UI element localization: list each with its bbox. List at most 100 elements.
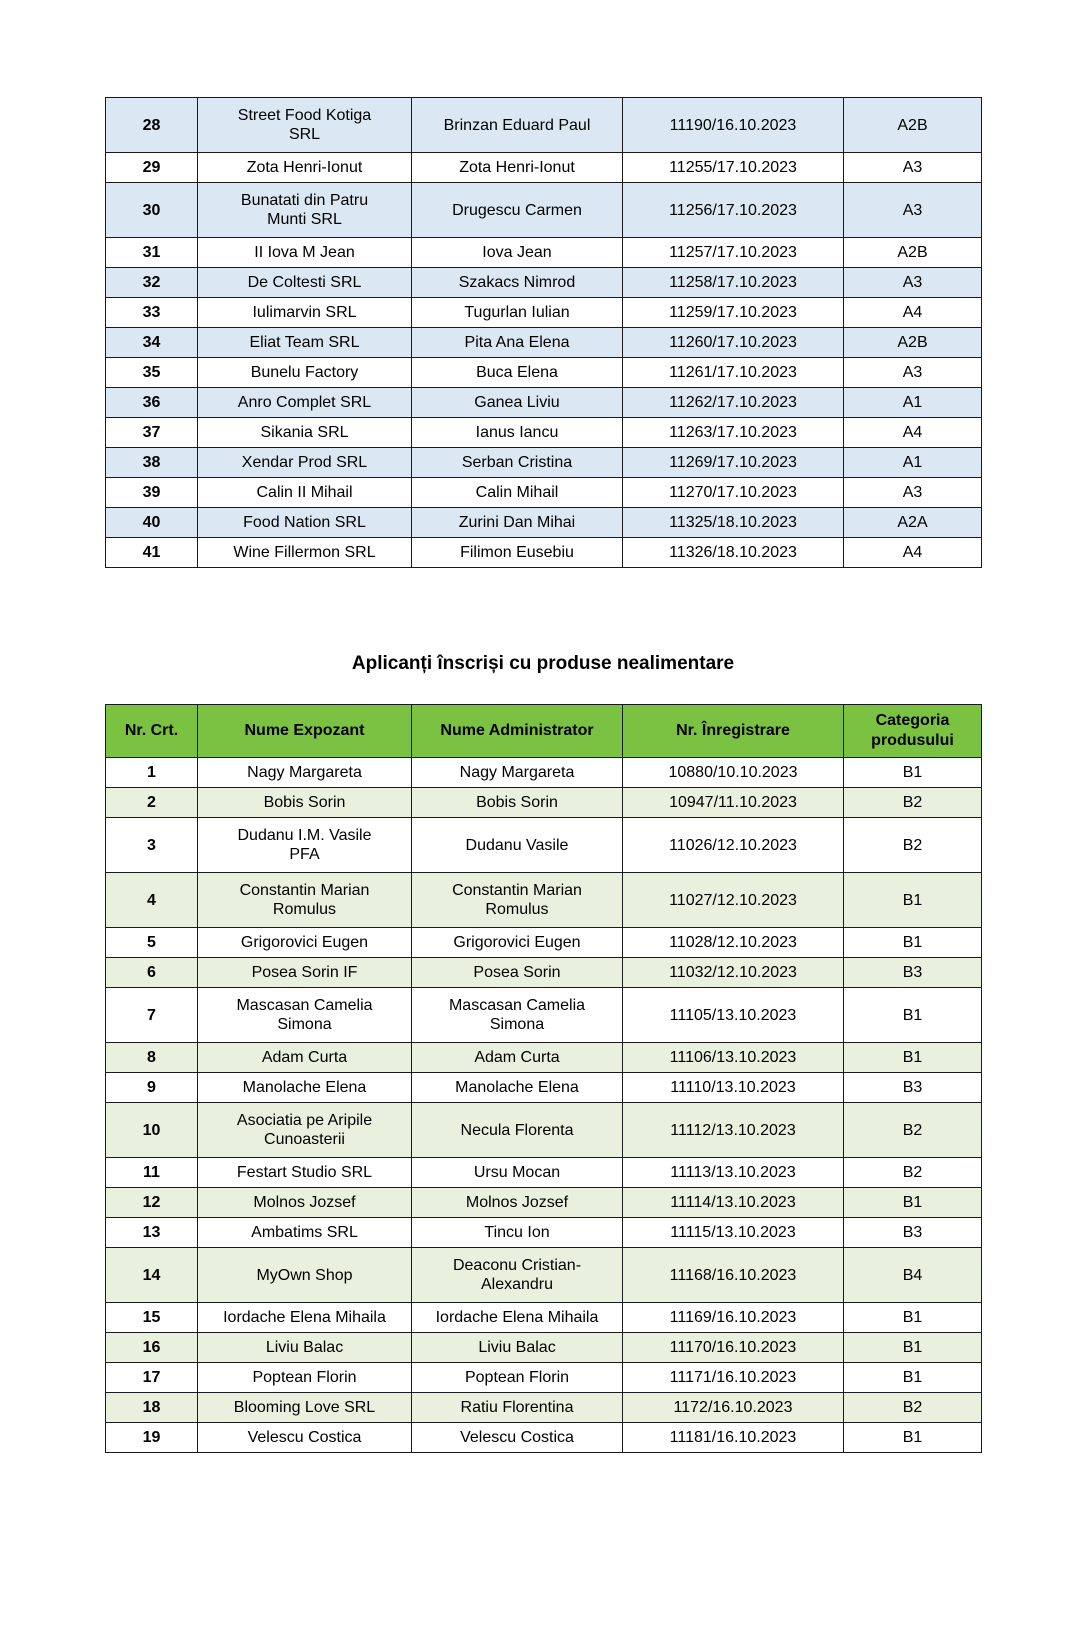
- table-row: 31 II Iova M Jean Iova Jean 11257/17.10.202…: [105, 237, 982, 268]
- cell-nr: 33: [105, 297, 198, 328]
- cell-nr: 6: [105, 957, 198, 988]
- cell-administrator: Calin Mihail: [411, 477, 623, 508]
- table-row: 33 Iulimarvin SRL Tugurlan Iulian 11259/17.…: [105, 297, 982, 328]
- cell-expozant: Xendar Prod SRL: [197, 447, 412, 478]
- cell-inregistrare: 11259/17.10.2023: [622, 297, 844, 328]
- table-row: 34 Eliat Team SRL Pita Ana Elena 11260/17.1…: [105, 327, 982, 358]
- cell-inregistrare: 11326/18.10.2023: [622, 537, 844, 568]
- cell-expozant: Bunelu Factory: [197, 357, 412, 388]
- cell-categoria: B3: [843, 1217, 982, 1248]
- cell-inregistrare: 11106/13.10.2023: [622, 1042, 844, 1073]
- cell-inregistrare: 11115/13.10.2023: [622, 1217, 844, 1248]
- cell-categoria: B2: [843, 1392, 982, 1423]
- cell-categoria: A2B: [843, 327, 982, 358]
- cell-nr: 4: [105, 872, 198, 928]
- table-row: 9 Manolache Elena Manolache Elena 11110/13.…: [105, 1072, 982, 1103]
- cell-categoria: B2: [843, 787, 982, 818]
- cell-administrator: Pita Ana Elena: [411, 327, 623, 358]
- table-row: 39 Calin II Mihail Calin Mihail 11270/17.10…: [105, 477, 982, 508]
- cell-administrator: Mascasan Camelia Simona: [411, 987, 623, 1043]
- cell-expozant: Ambatims SRL: [197, 1217, 412, 1248]
- cell-nr: 12: [105, 1187, 198, 1218]
- cell-administrator: Manolache Elena: [411, 1072, 623, 1103]
- header-categoria-produsului: Categoria produsului: [843, 704, 982, 758]
- cell-expozant: Festart Studio SRL: [197, 1157, 412, 1188]
- table-row: 19 Velescu Costica Velescu Costica 11181/16…: [105, 1422, 982, 1453]
- cell-nr: 19: [105, 1422, 198, 1453]
- table-row: 3 Dudanu I.M. Vasile PFA Dudanu Vasile 1102…: [105, 817, 982, 873]
- cell-expozant: MyOwn Shop: [197, 1247, 412, 1303]
- cell-administrator: Constantin Marian Romulus: [411, 872, 623, 928]
- cell-nr: 30: [105, 182, 198, 238]
- table-row: 4 Constantin Marian Romulus Constantin Mar…: [105, 872, 982, 928]
- cell-nr: 8: [105, 1042, 198, 1073]
- header-nr-crt: Nr. Crt.: [105, 704, 198, 758]
- cell-nr: 31: [105, 237, 198, 268]
- cell-nr: 32: [105, 267, 198, 298]
- cell-categoria: A4: [843, 537, 982, 568]
- cell-inregistrare: 11028/12.10.2023: [622, 927, 844, 958]
- cell-administrator: Liviu Balac: [411, 1332, 623, 1363]
- cell-administrator: Iova Jean: [411, 237, 623, 268]
- table-row: 13 Ambatims SRL Tincu Ion 11115/13.10.2023 B…: [105, 1217, 982, 1248]
- cell-administrator: Necula Florenta: [411, 1102, 623, 1158]
- cell-categoria: A2A: [843, 507, 982, 538]
- cell-inregistrare: 11325/18.10.2023: [622, 507, 844, 538]
- cell-expozant: Calin II Mihail: [197, 477, 412, 508]
- cell-categoria: A3: [843, 477, 982, 508]
- cell-categoria: B1: [843, 987, 982, 1043]
- cell-nr: 3: [105, 817, 198, 873]
- table-row: 28 Street Food Kotiga SRL Brinzan Eduard P…: [105, 97, 982, 153]
- header-nume-administrator: Nume Administrator: [411, 704, 623, 758]
- cell-expozant: Nagy Margareta: [197, 757, 412, 788]
- cell-inregistrare: 11032/12.10.2023: [622, 957, 844, 988]
- cell-nr: 13: [105, 1217, 198, 1248]
- cell-expozant: Iordache Elena Mihaila: [197, 1302, 412, 1333]
- table-row: 10 Asociatia pe Aripile Cunoasterii Necula…: [105, 1102, 982, 1158]
- cell-nr: 1: [105, 757, 198, 788]
- cell-categoria: A4: [843, 417, 982, 448]
- cell-categoria: A4: [843, 297, 982, 328]
- nonfood-applicants-table: Nr. Crt. Nume Expozant Nume Administrato…: [105, 704, 982, 1453]
- cell-nr: 39: [105, 477, 198, 508]
- cell-nr: 18: [105, 1392, 198, 1423]
- cell-nr: 7: [105, 987, 198, 1043]
- cell-administrator: Drugescu Carmen: [411, 182, 623, 238]
- cell-categoria: B1: [843, 1362, 982, 1393]
- cell-categoria: A1: [843, 387, 982, 418]
- table-row: 2 Bobis Sorin Bobis Sorin 10947/11.10.2023 B…: [105, 787, 982, 818]
- cell-administrator: Posea Sorin: [411, 957, 623, 988]
- cell-nr: 5: [105, 927, 198, 958]
- cell-categoria: B1: [843, 1302, 982, 1333]
- cell-expozant: Poptean Florin: [197, 1362, 412, 1393]
- header-nume-expozant: Nume Expozant: [197, 704, 412, 758]
- section-title: Aplicanți înscriși cu produse nealimenta…: [351, 653, 735, 674]
- table-row: 32 De Coltesti SRL Szakacs Nimrod 11258/17.…: [105, 267, 982, 298]
- cell-categoria: A3: [843, 267, 982, 298]
- cell-categoria: A1: [843, 447, 982, 478]
- cell-inregistrare: 11026/12.10.2023: [622, 817, 844, 873]
- cell-administrator: Ganea Liviu: [411, 387, 623, 418]
- cell-nr: 38: [105, 447, 198, 478]
- cell-inregistrare: 11269/17.10.2023: [622, 447, 844, 478]
- cell-administrator: Ratiu Florentina: [411, 1392, 623, 1423]
- cell-inregistrare: 11258/17.10.2023: [622, 267, 844, 298]
- cell-inregistrare: 11169/16.10.2023: [622, 1302, 844, 1333]
- cell-administrator: Filimon Eusebiu: [411, 537, 623, 568]
- cell-categoria: B4: [843, 1247, 982, 1303]
- cell-expozant: Blooming Love SRL: [197, 1392, 412, 1423]
- table-row: 36 Anro Complet SRL Ganea Liviu 11262/17.10…: [105, 387, 982, 418]
- cell-administrator: Serban Cristina: [411, 447, 623, 478]
- cell-administrator: Velescu Costica: [411, 1422, 623, 1453]
- cell-nr: 17: [105, 1362, 198, 1393]
- cell-categoria: A2B: [843, 237, 982, 268]
- cell-expozant: Posea Sorin IF: [197, 957, 412, 988]
- cell-inregistrare: 11260/17.10.2023: [622, 327, 844, 358]
- cell-categoria: B1: [843, 1187, 982, 1218]
- cell-inregistrare: 11170/16.10.2023: [622, 1332, 844, 1363]
- cell-categoria: B1: [843, 757, 982, 788]
- cell-categoria: B1: [843, 1332, 982, 1363]
- cell-nr: 15: [105, 1302, 198, 1333]
- nonfood-header-row: Nr. Crt. Nume Expozant Nume Administrato…: [105, 704, 982, 758]
- cell-categoria: A2B: [843, 97, 982, 153]
